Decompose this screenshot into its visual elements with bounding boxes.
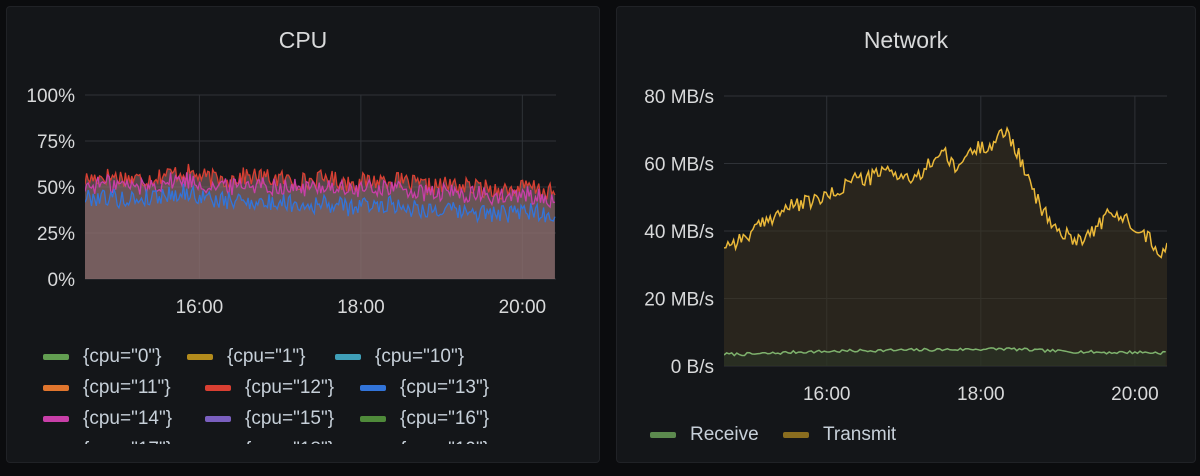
cpu-y-tick-label: 75% xyxy=(37,132,75,153)
cpu-legend-swatch xyxy=(205,416,231,422)
cpu-series-line xyxy=(85,183,556,224)
cpu-legend-item[interactable]: {cpu="15"} xyxy=(205,407,334,431)
cpu-legend-item[interactable]: {cpu="10"} xyxy=(335,345,464,369)
net-y-tick-label: 20 MB/s xyxy=(644,290,714,311)
net-x-tick-label: 16:00 xyxy=(803,384,851,405)
net-legend-item[interactable]: Receive xyxy=(650,423,759,447)
cpu-legend-label: {cpu="17"} xyxy=(83,439,173,460)
net-legend-label: Receive xyxy=(690,424,759,445)
net-legend-swatch xyxy=(783,432,809,438)
cpu-legend-item[interactable]: {cpu="16"} xyxy=(360,407,489,431)
cpu-panel-title[interactable]: CPU xyxy=(278,27,328,53)
net-y-tick-label: 80 MB/s xyxy=(644,87,714,108)
net-transmit-area xyxy=(724,128,1167,366)
cpu-legend-item[interactable]: {cpu="13"} xyxy=(360,376,489,400)
cpu-x-tick-label: 16:00 xyxy=(176,297,224,318)
net-x-tick-label: 18:00 xyxy=(957,384,1005,405)
cpu-y-tick-label: 100% xyxy=(26,86,75,107)
network-panel-title[interactable]: Network xyxy=(863,27,949,53)
cpu-plot-area xyxy=(85,163,556,279)
cpu-legend-label: {cpu="11"} xyxy=(83,377,171,398)
cpu-legend-item[interactable]: {cpu="14"} xyxy=(43,407,172,431)
net-transmit-line xyxy=(724,125,1167,259)
net-y-tick-label: 0 B/s xyxy=(671,357,714,378)
network-chart: 0 B/s 20 MB/s 40 MB/s 60 MB/s 80 MB/s 16:00 18… xyxy=(644,87,1167,405)
cpu-legend-swatch xyxy=(187,354,213,360)
cpu-legend-item[interactable]: {cpu="18"} xyxy=(205,438,335,460)
cpu-legend-label: {cpu="16"} xyxy=(400,408,490,429)
cpu-x-tick-label: 18:00 xyxy=(337,297,385,318)
cpu-legend-label: {cpu="14"} xyxy=(83,408,173,429)
net-receive-line xyxy=(724,347,1166,357)
cpu-legend-label: {cpu="15"} xyxy=(245,408,335,429)
cpu-legend-swatch xyxy=(360,385,386,391)
net-legend-swatch xyxy=(650,432,676,438)
net-legend-item[interactable]: Transmit xyxy=(783,423,896,447)
cpu-legend-label: {cpu="1"} xyxy=(227,346,306,367)
cpu-legend-label: {cpu="13"} xyxy=(400,377,490,398)
cpu-legend-swatch xyxy=(205,385,231,391)
cpu-legend-item[interactable]: {cpu="0"} xyxy=(43,345,161,369)
net-legend-label: Transmit xyxy=(823,424,897,445)
cpu-legend-item[interactable]: {cpu="11"} xyxy=(43,376,171,400)
cpu-legend-swatch xyxy=(43,354,69,360)
cpu-legend-label: {cpu="12"} xyxy=(245,377,335,398)
cpu-legend-swatch xyxy=(335,354,361,360)
cpu-x-tick-label: 20:00 xyxy=(499,297,547,318)
cpu-legend-swatch xyxy=(43,416,69,422)
cpu-y-tick-label: 25% xyxy=(37,224,75,245)
cpu-legend-item[interactable]: {cpu="12"} xyxy=(205,376,334,400)
cpu-legend-item[interactable]: {cpu="1"} xyxy=(187,345,305,369)
cpu-chart: 0% 25% 50% 75% 100% 16:00 18:00 20:00 xyxy=(26,86,556,318)
network-panel: Network 0 B/s 20 MB/s 40 MB/s 60 MB/s 80 MB/… xyxy=(616,6,1196,463)
net-x-tick-label: 20:00 xyxy=(1111,384,1159,405)
cpu-series-area xyxy=(85,183,555,279)
cpu-legend-item[interactable]: {cpu="19"} xyxy=(360,438,490,460)
cpu-legend-label: {cpu="19"} xyxy=(400,439,490,460)
cpu-legend-label: {cpu="0"} xyxy=(83,346,162,367)
cpu-series-line xyxy=(85,172,556,209)
cpu-y-tick-label: 50% xyxy=(37,178,75,199)
net-y-tick-label: 60 MB/s xyxy=(644,155,714,176)
net-y-tick-label: 40 MB/s xyxy=(644,222,714,243)
cpu-series-line xyxy=(85,163,556,200)
cpu-legend-label: {cpu="18"} xyxy=(245,439,335,460)
cpu-legend-swatch xyxy=(43,385,69,391)
cpu-legend: {cpu="0"} {cpu="1"} {cpu="10"} {cpu="11"} {c… xyxy=(7,7,599,460)
cpu-panel: CPU 0% 25% 50% 75% 100% 16:00 18:00 20:00 {cpu=… xyxy=(6,6,600,463)
cpu-legend-item[interactable]: {cpu="17"} xyxy=(43,438,173,460)
cpu-y-tick-label: 0% xyxy=(48,270,76,291)
cpu-legend-label: {cpu="10"} xyxy=(375,346,465,367)
cpu-legend-swatch xyxy=(360,416,386,422)
net-plot-area xyxy=(724,125,1167,366)
